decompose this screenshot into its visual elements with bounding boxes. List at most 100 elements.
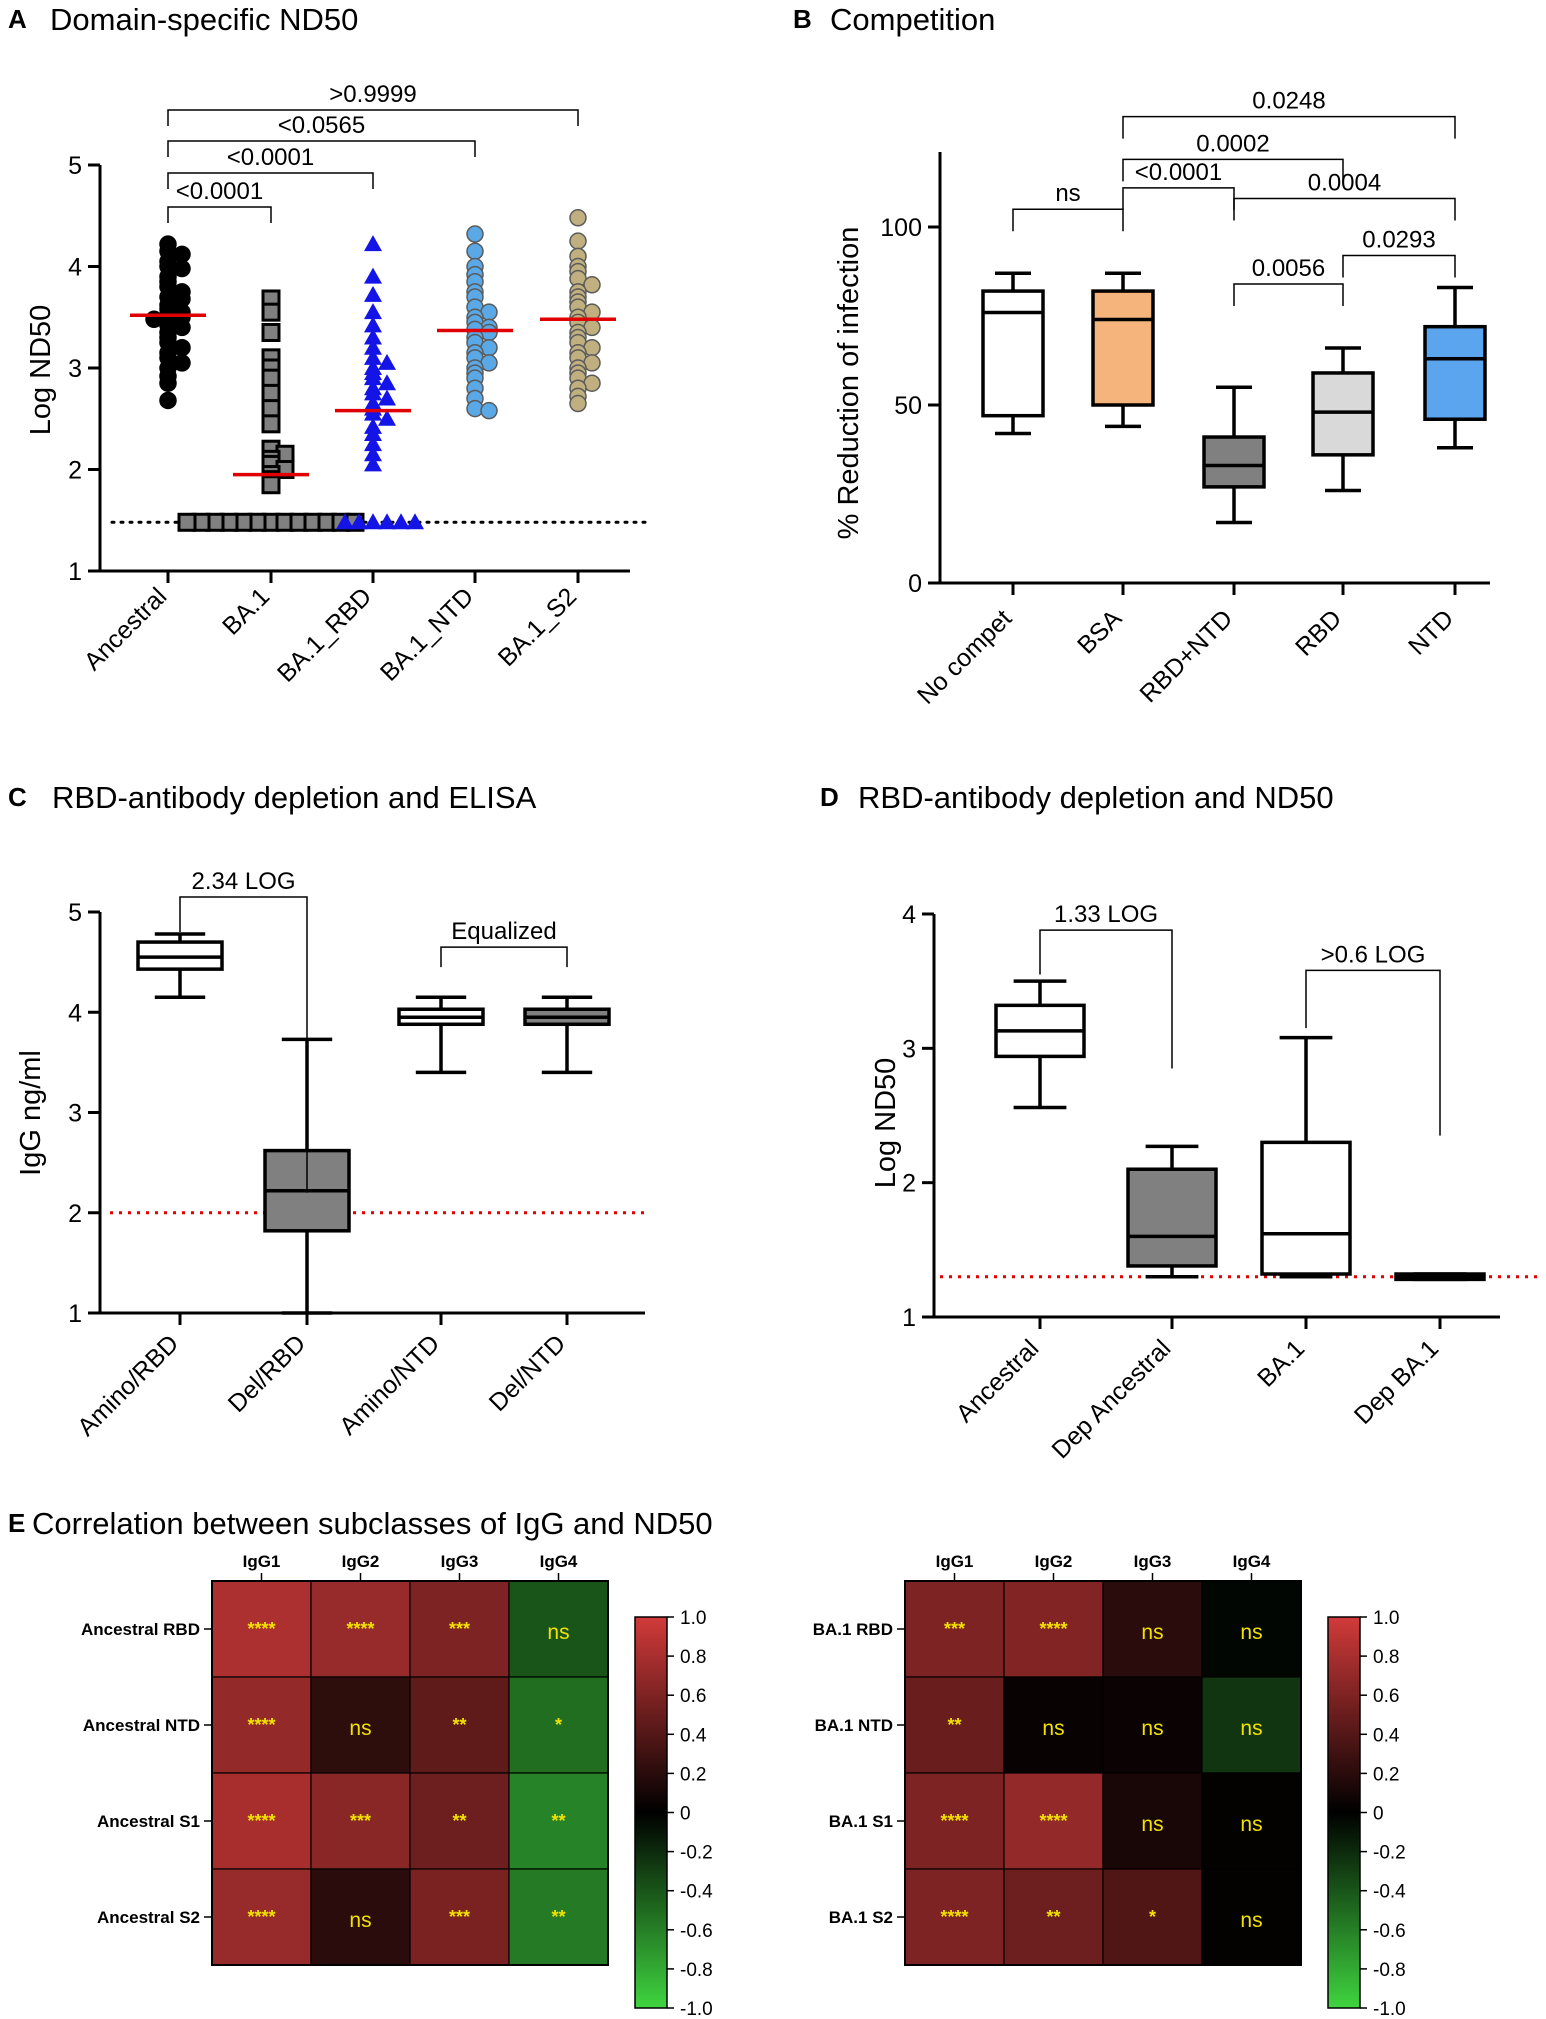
panel-a-point-ba-1-rbd	[364, 384, 382, 401]
panel-b-letter: B	[793, 4, 812, 34]
panel-a-point-ba-1-rbd	[336, 513, 354, 530]
panel-e-map2-significance-label: ****	[940, 1811, 968, 1831]
panel-a-point-ba-1-s2	[569, 394, 587, 413]
panel-a-point-ba-1-rbd	[378, 513, 396, 530]
panel-e-map2-column-label: IgG4	[1233, 1552, 1271, 1571]
panel-a-letter: A	[8, 4, 27, 34]
panel-b-comparison-pvalue: 0.0056	[1252, 255, 1325, 282]
panel-e-map1-cell	[310, 1580, 411, 1678]
panel-c-comparison-bracket	[179, 896, 308, 1193]
panel-a-x-tick-label: BA.1_NTD	[375, 582, 479, 686]
panel-d-title: RBD-antibody depletion and ND50	[858, 780, 1334, 815]
panel-e-map2-colorbar-label: 1.0	[1373, 1608, 1399, 1629]
panel-e-map1-significance-label: **	[551, 1811, 565, 1831]
panel-e-map2-cell	[1102, 1868, 1203, 1966]
panel-b-comparison-pvalue: 0.0002	[1196, 130, 1269, 157]
panel-a-point-ba-1-rbd	[364, 235, 382, 252]
panel-b-comparison-bracket	[1342, 254, 1456, 278]
panel-d-y-tick-label: 4	[902, 901, 916, 929]
panel-d-y-tick-label: 3	[902, 1035, 916, 1063]
panel-c-x-tick-label: Del/NTD	[484, 1329, 572, 1417]
panel-a-point-ba-1-rbd	[364, 267, 382, 284]
panel-a-point-ba-1-rbd	[364, 369, 382, 386]
panel-b-comparison-bracket	[1122, 187, 1235, 210]
panel-e-map2-colorbar-label: -0.4	[1373, 1882, 1406, 1903]
panel-b-comparison-bracket	[1122, 115, 1456, 139]
panel-e-map1-colorbar-label: 1.0	[680, 1608, 706, 1629]
panel-b-comparison-pvalue: 0.0004	[1308, 170, 1381, 197]
panel-e-map1-colorbar	[634, 1616, 668, 2009]
panel-e-map1-row-label: Ancestral S2	[97, 1908, 200, 1927]
panel-b-y-tick-label: 100	[880, 214, 922, 242]
panel-e-map2-significance-label: ***	[944, 1619, 965, 1639]
panel-a-comparison-bracket	[167, 206, 272, 223]
panel-e-map2-cell	[1003, 1868, 1104, 1966]
panel-e-map1-cell	[310, 1868, 411, 1966]
panel-d-ylabel: Log ND50	[870, 1058, 902, 1189]
panel-e-map1-colorbar-label: -1.0	[680, 1999, 713, 2019]
panel-e-map1-colorbar-label: -0.6	[680, 1921, 713, 1942]
panel-e-letter: E	[8, 1508, 25, 1538]
panel-e-map1-column-label: IgG3	[441, 1552, 479, 1571]
panel-a-x-tick-label: BA.1	[217, 582, 275, 640]
panel-b-no-compet-box	[981, 289, 1045, 418]
panel-a-point-ba-1	[261, 383, 281, 403]
panel-a-point-ba-1-rbd	[378, 353, 396, 370]
panel-b-y-tick-label: 0	[908, 570, 922, 598]
panel-d-y-tick-label: 1	[902, 1304, 916, 1332]
panel-e-map1-column-label: IgG1	[243, 1552, 281, 1571]
panel-e-map2-significance-label: ns	[1240, 1813, 1262, 1836]
panel-a-comparison-bracket	[167, 140, 476, 157]
panel-b-y-tick-label: 50	[894, 392, 922, 420]
panel-e-map1-significance-label: ***	[449, 1619, 470, 1639]
panel-e-map2-column-label: IgG3	[1134, 1552, 1172, 1571]
panel-a-x-tick-label: BA.1_S2	[493, 582, 583, 672]
panel-a-comparison-pvalue: <0.0001	[176, 178, 263, 205]
panel-a-point-ancestral	[159, 374, 177, 392]
panel-a-point-ba-1-rbd	[364, 316, 382, 333]
panel-e-map2-significance-label: ns	[1141, 1717, 1163, 1740]
panel-a-y-tick-label: 2	[68, 457, 82, 485]
panel-b-title: Competition	[830, 2, 995, 37]
panel-a-comparison-pvalue: <0.0001	[227, 144, 314, 171]
panel-b-x-tick-label: No compet	[912, 604, 1017, 709]
panel-e-map1-colorbar-label: 0.6	[680, 1686, 706, 1707]
panel-e-map2-significance-label: *	[1149, 1907, 1156, 1927]
panel-e-map2-row-label: BA.1 RBD	[813, 1620, 893, 1639]
panel-e-map1-cell	[310, 1772, 411, 1870]
panel-e-map2-significance-label: ****	[940, 1907, 968, 1927]
panel-e-map2-significance-label: ns	[1141, 1621, 1163, 1644]
panel-b-ntd-box	[1423, 324, 1487, 421]
panel-a-point-ba-1-rbd	[378, 374, 396, 391]
panel-e-map2-cell	[1201, 1868, 1302, 1966]
panel-e-map2-cell	[1201, 1676, 1302, 1774]
panel-b-ylabel: % Reduction of infection	[833, 227, 865, 540]
panel-b-x-tick-label: BSA	[1072, 604, 1127, 659]
panel-e-map2-colorbar-label: -1.0	[1373, 1999, 1406, 2019]
panel-e-map1-significance-label: ****	[247, 1907, 275, 1927]
panel-e-map2-colorbar-label: 0.4	[1373, 1725, 1400, 1746]
panel-a-point-ba-1-ntd	[466, 225, 484, 243]
panel-e-map1-row-label: Ancestral RBD	[81, 1620, 200, 1639]
panel-a-x-tick-label: BA.1_RBD	[272, 582, 377, 687]
panel-e-map1-significance-label: ns	[349, 1717, 371, 1740]
panel-c-y-tick-label: 3	[68, 1100, 82, 1128]
panel-e-map2-cell	[904, 1868, 1005, 1966]
panel-a-point-ba-1-s2	[569, 209, 587, 227]
panel-e-map2-colorbar-label: 0	[1373, 1804, 1384, 1825]
panel-e-map2-column-label: IgG2	[1035, 1552, 1073, 1571]
panel-a-point-ba-1-ntd	[466, 242, 484, 261]
panel-b-bsa-box	[1091, 289, 1155, 407]
panel-a-point-ancestral	[159, 391, 177, 410]
panel-a-point-ba-1	[261, 368, 281, 388]
panel-b-comparison-bracket	[1122, 158, 1344, 182]
panel-e-map2-significance-label: ns	[1240, 1621, 1262, 1644]
panel-b-comparison-pvalue: 0.0248	[1252, 88, 1325, 115]
panel-e-map2-colorbar	[1327, 1616, 1361, 2009]
panel-e-title: Correlation between subclasses of IgG an…	[32, 1506, 713, 1541]
panel-a-point-ba-1-rbd	[378, 409, 396, 426]
panel-a-y-tick-label: 5	[68, 152, 82, 180]
panel-e-map1-significance-label: *	[555, 1715, 562, 1735]
